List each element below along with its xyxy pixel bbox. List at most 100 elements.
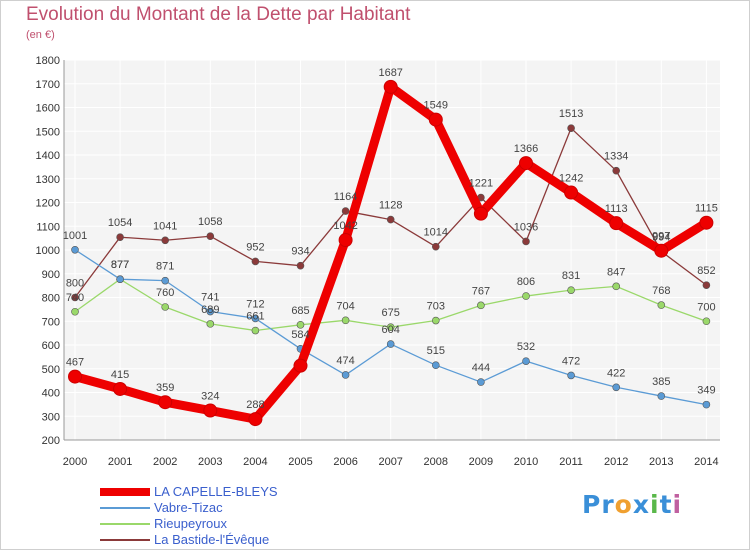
data-label: 288	[246, 399, 264, 411]
data-label: 1113	[605, 203, 628, 215]
data-point	[383, 79, 398, 94]
y-tick-label: 200	[42, 435, 60, 447]
data-point	[206, 232, 215, 241]
x-tick-label: 2005	[288, 456, 312, 468]
data-label: 1513	[559, 108, 583, 120]
data-label: 741	[201, 292, 219, 304]
x-tick-label: 2014	[694, 456, 718, 468]
data-point	[702, 317, 711, 326]
data-point	[296, 261, 305, 270]
data-point	[428, 112, 443, 127]
data-label: 831	[562, 270, 580, 282]
data-point	[71, 293, 79, 302]
data-label: 1058	[198, 216, 222, 228]
data-point	[386, 340, 395, 348]
x-tick-label: 2004	[243, 456, 267, 468]
data-label: 467	[66, 357, 84, 369]
data-point	[71, 245, 79, 254]
x-tick-label: 2006	[333, 456, 357, 468]
y-tick-label: 1800	[36, 55, 60, 67]
data-point	[431, 242, 440, 251]
data-point	[431, 316, 440, 325]
data-label: 806	[517, 276, 535, 288]
legend-item-vabre-tizac: Vabre-Tizac	[100, 500, 360, 516]
data-point	[251, 326, 260, 335]
y-tick-label: 700	[42, 316, 60, 328]
data-label: 685	[291, 305, 309, 317]
y-tick-label: 500	[42, 364, 60, 376]
data-label: 675	[382, 307, 400, 319]
x-tick-label: 2011	[559, 456, 583, 468]
data-point	[161, 303, 169, 311]
data-point	[657, 301, 666, 309]
data-point	[296, 321, 305, 329]
logo-letter: Pr	[582, 490, 615, 519]
data-point	[477, 301, 485, 310]
legend-swatch-rieupeyroux	[100, 523, 150, 525]
logo-letter: t	[659, 490, 673, 519]
y-tick-label: 800	[42, 293, 60, 305]
data-label: 852	[697, 265, 715, 277]
logo-letter: i	[649, 490, 660, 519]
data-label: 324	[201, 391, 219, 403]
y-tick-label: 1500	[36, 126, 60, 138]
data-point	[158, 395, 173, 410]
data-point	[567, 124, 575, 132]
data-point	[386, 215, 395, 224]
data-point	[477, 378, 485, 386]
data-label: 1042	[333, 220, 357, 232]
data-label: 444	[472, 362, 490, 374]
x-tick-label: 2010	[514, 456, 538, 468]
data-point	[564, 185, 579, 200]
data-label: 349	[697, 385, 715, 397]
data-point	[473, 206, 488, 221]
data-point	[702, 281, 711, 289]
x-tick-label: 2001	[108, 456, 132, 468]
legend-item-capelle-bleys: LA CAPELLE-BLEYS	[100, 484, 360, 500]
y-tick-label: 300	[42, 411, 60, 423]
legend-label: LA CAPELLE-BLEYS	[154, 484, 278, 499]
data-point	[293, 358, 308, 373]
data-point	[519, 156, 533, 171]
x-tick-label: 2012	[604, 456, 628, 468]
data-label: 1128	[379, 200, 403, 212]
legend-item-rieupeyroux: Rieupeyroux	[100, 516, 360, 532]
x-tick-label: 2007	[378, 456, 402, 468]
data-label: 1115	[695, 203, 718, 215]
y-tick-label: 1300	[36, 174, 60, 186]
data-label: 952	[246, 241, 264, 253]
data-label: 704	[336, 300, 354, 312]
data-label: 661	[246, 311, 264, 323]
y-tick-label: 1400	[36, 150, 60, 162]
data-label: 871	[156, 261, 174, 273]
data-label: 1164	[334, 191, 358, 203]
data-point	[609, 216, 624, 231]
data-point	[612, 383, 621, 392]
data-label: 877	[111, 259, 129, 271]
data-point	[567, 371, 575, 380]
y-tick-label: 1200	[36, 198, 60, 210]
data-label: 700	[697, 301, 715, 313]
data-point	[116, 233, 124, 241]
legend-swatch-capelle-bleys	[100, 488, 150, 496]
data-label: 760	[156, 287, 174, 299]
y-tick-label: 600	[42, 340, 60, 352]
data-point	[522, 237, 530, 246]
data-label: 1242	[559, 173, 583, 185]
data-label: 740	[66, 292, 84, 304]
y-tick-label: 900	[42, 269, 60, 281]
legend-swatch-vabre-tizac	[100, 507, 150, 509]
data-label: 415	[111, 369, 129, 381]
data-label: 768	[652, 285, 670, 297]
data-label: 1687	[378, 67, 402, 79]
data-label: 997	[652, 231, 670, 243]
legend-item-bastide-leveque: La Bastide-l'Évêque	[100, 532, 360, 548]
data-point	[567, 286, 575, 294]
data-label: 767	[472, 285, 490, 297]
data-label: 584	[291, 329, 309, 341]
logo-letter: x	[632, 490, 650, 519]
legend: LA CAPELLE-BLEYS Vabre-Tizac Rieupeyroux…	[100, 484, 360, 548]
data-label: 385	[652, 376, 670, 388]
legend-label: Rieupeyroux	[154, 516, 227, 531]
data-label: 1334	[604, 151, 628, 163]
